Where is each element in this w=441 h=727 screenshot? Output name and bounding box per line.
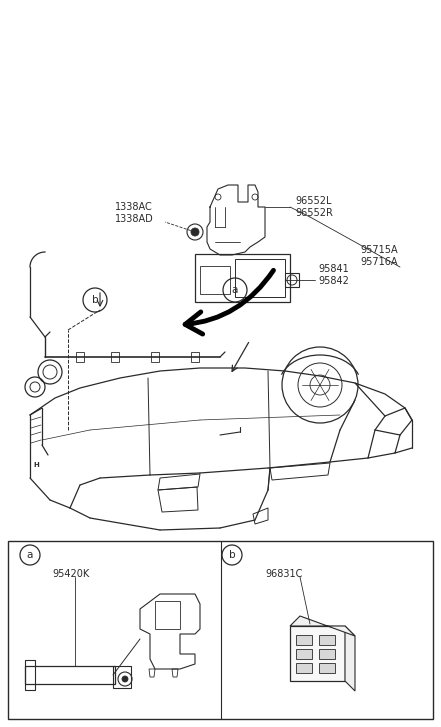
- Text: 95841: 95841: [318, 264, 349, 274]
- Text: b: b: [92, 295, 98, 305]
- Bar: [76, 352, 84, 362]
- Bar: [296, 663, 312, 673]
- Bar: [200, 266, 230, 294]
- Bar: [296, 635, 312, 645]
- Bar: [155, 601, 180, 629]
- Bar: [113, 666, 131, 688]
- Bar: [319, 635, 335, 645]
- Polygon shape: [345, 626, 355, 691]
- Bar: [191, 352, 199, 362]
- Bar: [25, 660, 35, 690]
- Bar: [151, 352, 159, 362]
- Text: 95716A: 95716A: [360, 257, 397, 267]
- FancyArrowPatch shape: [185, 270, 273, 334]
- Bar: [25, 666, 115, 684]
- Bar: [235, 259, 285, 297]
- Text: 1338AC: 1338AC: [115, 202, 153, 212]
- Text: b: b: [229, 550, 235, 560]
- Bar: [290, 626, 345, 681]
- Circle shape: [122, 676, 128, 682]
- Text: H: H: [33, 462, 39, 468]
- Text: 96552R: 96552R: [295, 208, 333, 218]
- Text: 96831C: 96831C: [265, 569, 303, 579]
- Circle shape: [191, 228, 199, 236]
- Text: 95715A: 95715A: [360, 245, 398, 255]
- Bar: [319, 663, 335, 673]
- Bar: [319, 649, 335, 659]
- Bar: [195, 254, 290, 302]
- Text: 95420K: 95420K: [52, 569, 89, 579]
- Bar: [285, 273, 299, 287]
- Text: a: a: [232, 285, 238, 295]
- Bar: [296, 649, 312, 659]
- Bar: [111, 352, 119, 362]
- Text: a: a: [27, 550, 33, 560]
- Polygon shape: [290, 616, 355, 636]
- Text: 1338AD: 1338AD: [115, 214, 154, 224]
- Text: 96552L: 96552L: [295, 196, 332, 206]
- Text: 95842: 95842: [318, 276, 349, 286]
- Bar: [8, 541, 433, 719]
